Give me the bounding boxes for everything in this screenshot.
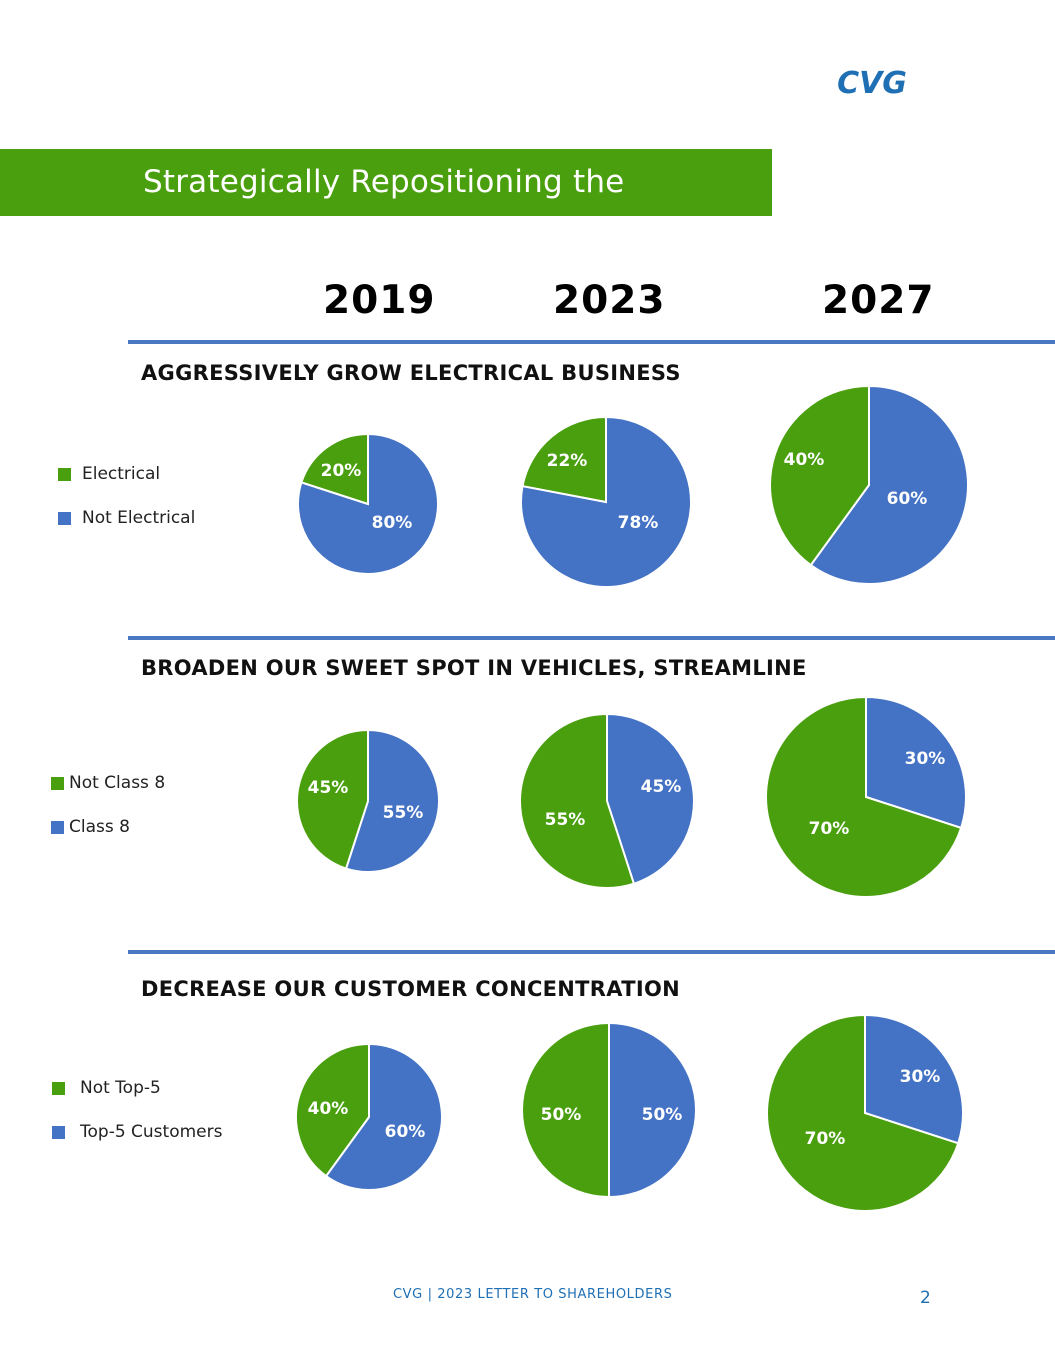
legend-label: Not Top-5 [80, 1078, 161, 1098]
pie-slice-not-top-5 [295, 1042, 370, 1178]
legend-swatch-green [52, 1081, 65, 1095]
pie-data-label: 55% [383, 803, 424, 823]
pie-slice-not-electrical [809, 384, 969, 585]
legend-swatch-blue [52, 1125, 65, 1139]
legend-swatch-green [51, 776, 64, 790]
pie-data-label: 50% [541, 1105, 582, 1125]
pie-slice-not-class-8 [765, 695, 963, 898]
legend-label: Class 8 [69, 817, 130, 837]
legend-item: Not Electrical [58, 508, 195, 528]
section-title-customers: DECREASE OUR CUSTOMER CONCENTRATION [141, 977, 680, 1001]
pie-slice-not-class-8 [296, 728, 369, 870]
section-divider [128, 340, 1055, 344]
pie-data-label: 70% [805, 1129, 846, 1149]
pie-data-label: 45% [308, 778, 349, 798]
pie-data-label: 55% [545, 810, 586, 830]
pie-data-label: 80% [372, 513, 413, 533]
pie-slice-electrical [769, 384, 870, 567]
pie-slice-not-top-5 [766, 1013, 960, 1212]
legend-swatch-green [58, 467, 71, 481]
pie-data-label: 40% [784, 450, 825, 470]
page-title: Strategically Repositioning the Business [143, 164, 625, 267]
footer-text: CVG | 2023 LETTER TO SHAREHOLDERS [393, 1287, 673, 1302]
pie-data-label: 60% [887, 489, 928, 509]
legend-item: Class 8 [51, 817, 130, 837]
legend-item: Not Class 8 [51, 773, 165, 793]
pie-slice-electrical [300, 432, 369, 506]
pie-slice-not-top-5 [521, 1021, 610, 1199]
pie-data-label: 70% [809, 819, 850, 839]
pie-data-label: 60% [385, 1122, 426, 1142]
year-2027-heading: 2027 [822, 278, 935, 323]
pie-slice-class-8 [865, 695, 967, 830]
pie-data-label: 40% [308, 1099, 349, 1119]
legend-swatch-blue [58, 511, 71, 525]
page-number: 2 [920, 1288, 931, 1308]
pie-slice-class-8 [344, 728, 440, 873]
pie-data-label: 78% [618, 513, 659, 533]
section-divider [128, 950, 1055, 954]
pie-data-label: 30% [905, 749, 946, 769]
cvg-logo: CVG [837, 68, 907, 98]
pie-slice-not-class-8 [519, 712, 636, 889]
pie-slice-top-5-customers [864, 1013, 964, 1145]
pie-data-label: 30% [900, 1067, 941, 1087]
pie-data-label: 45% [641, 777, 682, 797]
legend-label: Electrical [82, 464, 161, 484]
pie-slice-top-5-customers [608, 1021, 697, 1199]
pie-data-label: 50% [642, 1105, 683, 1125]
legend-item: Top-5 Customers [52, 1122, 222, 1142]
legend-item: Not Top-5 [52, 1078, 161, 1098]
legend-swatch-blue [51, 820, 64, 834]
section-divider [128, 636, 1055, 640]
section-title-electrical: AGGRESSIVELY GROW ELECTRICAL BUSINESS [141, 361, 681, 385]
title-banner: Strategically Repositioning the Business [0, 149, 772, 267]
year-2019-heading: 2019 [323, 278, 436, 323]
legend-item: Electrical [58, 464, 160, 484]
pie-slice-class-8 [606, 712, 695, 886]
logo-text: CVG [837, 68, 907, 98]
pie-data-label: 20% [321, 461, 362, 481]
section-title-vehicles: BROADEN OUR SWEET SPOT IN VEHICLES, STRE… [141, 656, 807, 680]
year-2023-heading: 2023 [553, 278, 666, 323]
pie-data-label: 22% [547, 451, 588, 471]
pie-slice-electrical [521, 415, 607, 504]
legend-label: Not Electrical [82, 508, 196, 528]
pie-slice-not-electrical [520, 415, 692, 588]
legend-label: Top-5 Customers [80, 1122, 223, 1142]
pie-slice-top-5-customers [324, 1042, 443, 1191]
legend-label: Not Class 8 [69, 773, 166, 793]
